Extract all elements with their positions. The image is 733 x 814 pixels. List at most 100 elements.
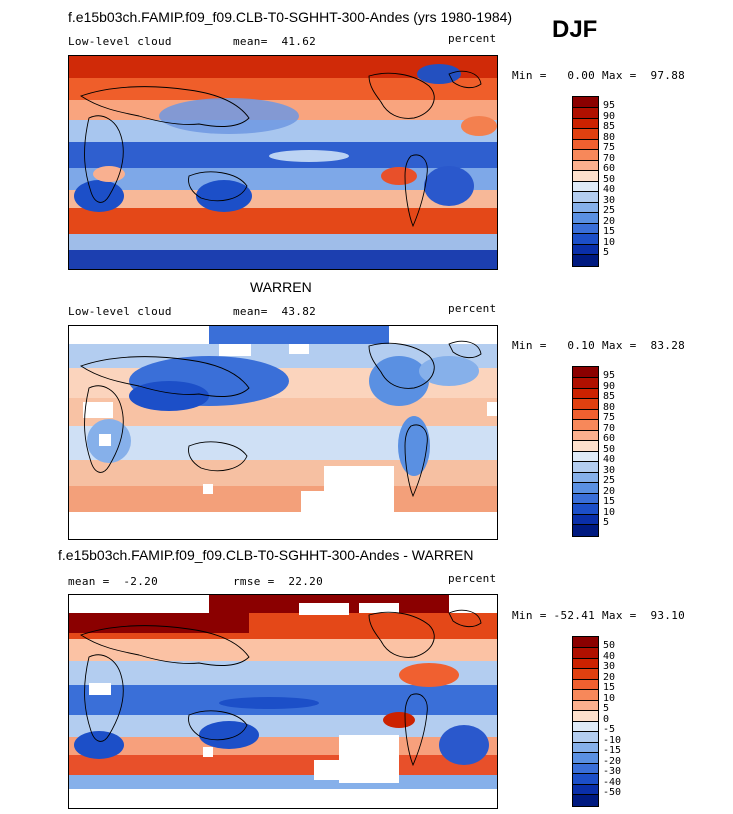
panel-2-tick: 60	[603, 433, 616, 444]
panel-1-colorbar-swatch	[573, 171, 598, 182]
panel-3-colorbar-swatch	[573, 753, 598, 764]
panel-3-tick: -20	[603, 756, 622, 767]
panel-1-tick: 30	[603, 195, 616, 206]
panel-2-tick: 15	[603, 496, 616, 507]
panel-1-tick: 40	[603, 184, 616, 195]
panel-2-colorbar-swatch	[573, 441, 598, 452]
panel-1-colorbar-swatch	[573, 234, 598, 245]
panel-1-tick: 5	[603, 247, 610, 258]
panel-2-tick: 95	[603, 370, 616, 381]
panel-1-tick: 80	[603, 132, 616, 143]
panel-1-tick: 90	[603, 111, 616, 122]
panel-3-map	[68, 594, 498, 809]
panel-1-colorbar-swatch	[573, 118, 598, 130]
panel-2-colorbar-swatch	[573, 378, 598, 389]
panel-3-tick: -5	[603, 724, 616, 735]
season-label: DJF	[552, 16, 598, 43]
panel-3-tick: -40	[603, 777, 622, 788]
panel-3-tick: -15	[603, 745, 622, 756]
panel-2-tick: 50	[603, 444, 616, 455]
panel-1-tick: 70	[603, 153, 616, 164]
panel-3-units-label: percent	[448, 572, 497, 585]
panel-1-mean-label: mean= 41.62	[233, 35, 317, 48]
panel-1-colorbar-swatch	[573, 181, 598, 193]
panel-2-tick: 80	[603, 402, 616, 413]
panel-1-colorbar-swatch	[573, 129, 598, 140]
panel-1-tick: 85	[603, 121, 616, 132]
panel-1-variable-label: Low-level cloud	[68, 35, 172, 48]
panel-2-tick: 40	[603, 454, 616, 465]
panel-3-colorbar-swatch	[573, 721, 598, 733]
panel-3-minmax: Min = -52.41 Max = 93.10	[512, 609, 686, 622]
panel-3-colorbar-swatch	[573, 637, 598, 649]
panel-1-colorbar-swatch	[573, 139, 598, 151]
panel-3-colorbar-swatch	[573, 711, 598, 722]
panel-3-mean-label: mean = -2.20	[68, 575, 158, 588]
panel-1-title: f.e15b03ch.FAMIP.f09_f09.CLB-T0-SGHHT-30…	[68, 9, 513, 25]
panel-1-colorbar-swatch	[573, 192, 598, 203]
panel-3-tick: 30	[603, 661, 616, 672]
panel-2-tick: 20	[603, 486, 616, 497]
panel-2-map	[68, 325, 498, 540]
panel-1-colorbar-swatch	[573, 108, 598, 119]
panel-2-colorbar-swatch	[573, 409, 598, 421]
panel-3-tick: 20	[603, 672, 616, 683]
panel-3-colorbar-swatch	[573, 679, 598, 691]
panel-2-colorbar-swatch	[573, 514, 598, 526]
panel-1-tick: 15	[603, 226, 616, 237]
panel-1-colorbar-swatch	[573, 223, 598, 235]
panel-3-tick: 10	[603, 693, 616, 704]
panel-3-colorbar-swatch	[573, 763, 598, 775]
panel-2-tick: 70	[603, 423, 616, 434]
panel-3-tick: -50	[603, 787, 622, 798]
panel-2-colorbar-swatch	[573, 504, 598, 515]
panel-3-tick: 40	[603, 651, 616, 662]
panel-3-tick: 5	[603, 703, 610, 714]
panel-1-colorbar-swatch	[573, 150, 598, 161]
panel-1-tick: 50	[603, 174, 616, 185]
panel-2-minmax: Min = 0.10 Max = 83.28	[512, 339, 686, 352]
panel-3-tick: -30	[603, 766, 622, 777]
panel-2-colorbar-swatch	[573, 525, 598, 536]
panel-2-units-label: percent	[448, 302, 497, 315]
panel-2-colorbar-swatch	[573, 462, 598, 473]
panel-3-map-svg	[69, 595, 497, 808]
panel-1-map	[68, 55, 498, 270]
panel-2-colorbar-swatch	[573, 493, 598, 505]
panel-2-colorbar-swatch	[573, 483, 598, 494]
panel-1-colorbar	[572, 96, 599, 267]
panel-2-tick: 5	[603, 517, 610, 528]
panel-2-tick: 30	[603, 465, 616, 476]
panel-1-colorbar-swatch	[573, 97, 598, 109]
panel-2-tick: 25	[603, 475, 616, 486]
panel-3-title: f.e15b03ch.FAMIP.f09_f09.CLB-T0-SGHHT-30…	[58, 547, 474, 563]
panel-1-tick: 10	[603, 237, 616, 248]
panel-3-colorbar-swatch	[573, 658, 598, 670]
panel-1-colorbar-swatch	[573, 244, 598, 256]
panel-2-colorbar-swatch	[573, 472, 598, 484]
panel-1-tick: 60	[603, 163, 616, 174]
panel-3-tick: 15	[603, 682, 616, 693]
panel-1-map-svg	[69, 56, 497, 269]
panel-3-colorbar-swatch	[573, 742, 598, 754]
panel-3-colorbar-swatch	[573, 669, 598, 680]
panel-1-tick: 75	[603, 142, 616, 153]
panel-3-tick: 0	[603, 714, 610, 725]
panel-1-tick: 25	[603, 205, 616, 216]
panel-3-tick: -10	[603, 735, 622, 746]
panel-1-tick: 95	[603, 100, 616, 111]
panel-2-tick: 85	[603, 391, 616, 402]
panel-2-title: WARREN	[250, 279, 312, 295]
panel-1-colorbar-swatch	[573, 202, 598, 214]
panel-3-tick: 50	[603, 640, 616, 651]
panel-2-colorbar-swatch	[573, 451, 598, 463]
panel-3-colorbar-swatch	[573, 784, 598, 796]
panel-3-colorbar-swatch	[573, 732, 598, 743]
panel-3-colorbar-swatch	[573, 690, 598, 701]
panel-2-colorbar-swatch	[573, 430, 598, 442]
panel-2-colorbar-swatch	[573, 399, 598, 410]
panel-1-tick: 20	[603, 216, 616, 227]
panel-2-mean-label: mean= 43.82	[233, 305, 317, 318]
panel-2-tick: 10	[603, 507, 616, 518]
panel-1-colorbar-swatch	[573, 255, 598, 266]
